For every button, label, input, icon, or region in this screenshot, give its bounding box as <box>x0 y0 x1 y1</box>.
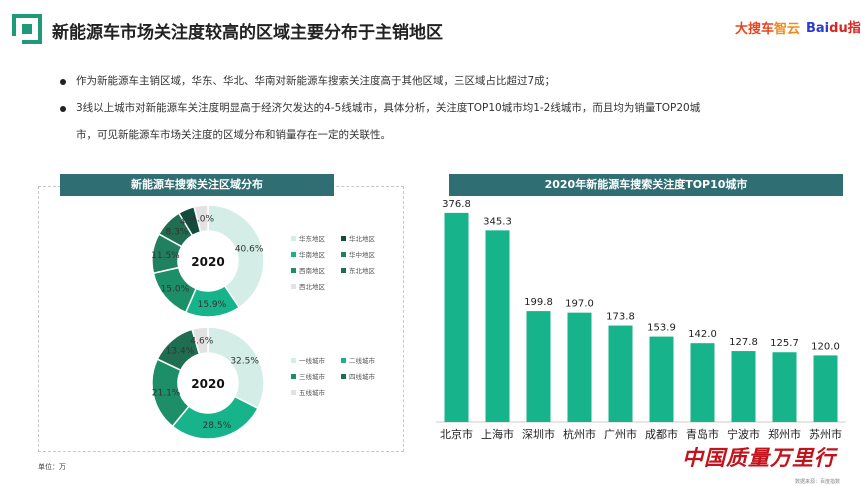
legend-swatch <box>291 389 296 395</box>
x-tick-label: 杭州市 <box>563 427 596 441</box>
bar <box>608 325 633 422</box>
top10-panel-title: 2020年新能源车搜索关注度TOP10城市 <box>449 174 843 196</box>
unit-note: 单位：万 <box>38 463 66 471</box>
bar <box>813 355 838 422</box>
bar <box>772 352 797 422</box>
legend-label: 五线城市 <box>299 389 325 397</box>
legend-swatch <box>291 235 296 241</box>
bullet-list: 作为新能源车主销区域，华东、华北、华南对新能源车搜索关注度高于其他区域，三区域占… <box>60 68 820 149</box>
legend-row: 西南地区 东北地区 <box>291 262 391 278</box>
legend-item: 四线城市 <box>341 371 391 381</box>
legend-label: 华中地区 <box>349 251 375 259</box>
bar <box>567 312 592 422</box>
legend-swatch <box>341 235 346 241</box>
legend-item: 华中地区 <box>341 249 391 259</box>
legend-item: 二线城市 <box>341 355 391 365</box>
bar-value-label: 125.7 <box>770 338 799 349</box>
x-tick-label: 青岛市 <box>686 427 719 441</box>
bullet-item: 作为新能源车主销区域，华东、华北、华南对新能源车搜索关注度高于其他区域，三区域占… <box>60 68 820 95</box>
legend-swatch <box>291 251 296 257</box>
legend-item: 五线城市 <box>291 387 341 397</box>
x-tick-label: 成都市 <box>645 427 678 441</box>
legend-item: 华东地区 <box>291 233 341 243</box>
bar <box>690 343 715 422</box>
legend-row: 一线城市 二线城市 <box>291 352 391 368</box>
bar-value-label: 376.8 <box>442 199 471 210</box>
legend-swatch <box>291 357 296 363</box>
header: 新能源车市场关注度较高的区域主要分布于主销地区 大搜车智云 Baidu指数 <box>0 0 861 60</box>
x-tick-label: 北京市 <box>440 427 473 441</box>
bar-value-label: 345.3 <box>483 216 512 227</box>
bar <box>526 311 551 422</box>
legend-swatch <box>341 373 346 379</box>
baidu-index-logo: Baidu指数 <box>806 21 861 36</box>
bar-value-label: 153.9 <box>647 323 676 334</box>
bar <box>731 351 756 422</box>
bullet-text-continued: 市，可见新能源车市场关注度的区域分布和销量存在一定的关联性。 <box>76 129 391 141</box>
bullet-text: 3线以上城市对新能源车关注度明显高于经济欠发达的4-5线城市，具体分析，关注度T… <box>76 102 701 114</box>
region-panel-title: 新能源车搜索关注区域分布 <box>60 174 334 196</box>
region-panel <box>38 186 404 452</box>
legend-swatch <box>291 373 296 379</box>
x-tick-label: 郑州市 <box>768 427 801 441</box>
page-title: 新能源车市场关注度较高的区域主要分布于主销地区 <box>52 23 443 43</box>
city-tier-legend: 一线城市 二线城市三线城市 四线城市五线城市 <box>291 352 391 400</box>
legend-row: 西北地区 <box>291 278 391 294</box>
bar <box>649 336 674 422</box>
legend-swatch <box>341 357 346 363</box>
legend-item: 西南地区 <box>291 265 341 275</box>
legend-row: 华东地区 华北地区 <box>291 230 391 246</box>
legend-label: 华东地区 <box>299 235 325 243</box>
legend-swatch <box>341 251 346 257</box>
legend-item: 华南地区 <box>291 249 341 259</box>
x-tick-label: 上海市 <box>481 427 514 441</box>
legend-label: 华南地区 <box>299 251 325 259</box>
region-legend: 华东地区 华北地区华南地区 华中地区西南地区 东北地区西北地区 <box>291 230 391 294</box>
legend-swatch <box>341 267 346 273</box>
bar-value-label: 142.0 <box>688 329 717 340</box>
legend-label: 四线城市 <box>349 373 375 381</box>
legend-row: 三线城市 四线城市 <box>291 368 391 384</box>
legend-item: 一线城市 <box>291 355 341 365</box>
bar-value-label: 199.8 <box>524 297 553 308</box>
watermark: 中国质量万里行 <box>682 445 836 470</box>
legend-row: 华南地区 华中地区 <box>291 246 391 262</box>
section-logo-icon <box>12 14 42 44</box>
x-tick-label: 宁波市 <box>727 427 760 441</box>
legend-label: 三线城市 <box>299 373 325 381</box>
legend-label: 西南地区 <box>299 267 325 275</box>
legend-item: 东北地区 <box>341 265 391 275</box>
legend-label: 西北地区 <box>299 283 325 291</box>
dasouche-logo: 大搜车智云 <box>735 22 801 37</box>
legend-label: 东北地区 <box>349 267 375 275</box>
bar <box>444 212 469 422</box>
legend-item: 三线城市 <box>291 371 341 381</box>
bar-value-label: 197.0 <box>565 299 594 310</box>
legend-swatch <box>291 267 296 273</box>
source-note: 数据来源：百度指数 <box>795 479 841 485</box>
legend-label: 华北地区 <box>349 235 375 243</box>
x-tick-label: 苏州市 <box>809 427 842 441</box>
bar-value-label: 173.8 <box>606 312 635 323</box>
legend-swatch <box>291 283 296 289</box>
bar-value-label: 120.0 <box>811 341 840 352</box>
bar <box>485 230 510 422</box>
x-tick-label: 深圳市 <box>522 427 555 441</box>
legend-row: 五线城市 <box>291 384 391 400</box>
bar-value-label: 127.8 <box>729 337 758 348</box>
legend-item: 华北地区 <box>341 233 391 243</box>
legend-label: 一线城市 <box>299 357 325 365</box>
bullet-item: 3线以上城市对新能源车关注度明显高于经济欠发达的4-5线城市，具体分析，关注度T… <box>60 95 820 149</box>
top10-bar-chart: 376.8 北京市 345.3 上海市 199.8 深圳市 197.0 杭州市 173.8 广州市… <box>436 199 846 441</box>
x-tick-label: 广州市 <box>604 427 637 441</box>
legend-item: 西北地区 <box>291 281 341 291</box>
legend-label: 二线城市 <box>349 357 375 365</box>
bullet-text: 作为新能源车主销区域，华东、华北、华南对新能源车搜索关注度高于其他区域，三区域占… <box>76 75 556 87</box>
